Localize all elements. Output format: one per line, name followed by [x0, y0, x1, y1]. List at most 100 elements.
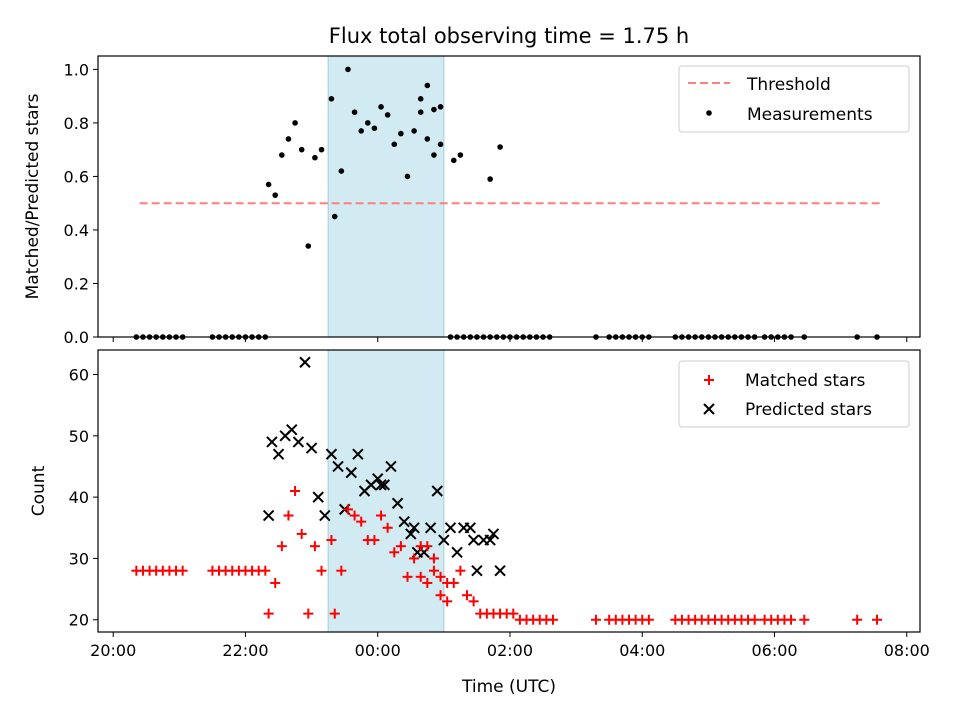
- predicted-point: [299, 356, 311, 368]
- matched-point: [508, 608, 519, 619]
- matched-point: [309, 541, 320, 552]
- matched-point: [455, 565, 466, 576]
- cross-b: [266, 436, 278, 448]
- matched-point: [799, 614, 810, 625]
- measurement-point: [272, 192, 279, 198]
- measurement-point: [424, 136, 431, 142]
- measurements-legend-label: Measurements: [747, 105, 873, 125]
- predicted-point: [398, 515, 410, 528]
- predicted-point: [378, 479, 391, 491]
- matched-point: [382, 522, 393, 533]
- x-tick-label: 06:00: [751, 641, 797, 660]
- legend-box: [678, 360, 910, 428]
- measurement-point: [279, 152, 285, 158]
- cross-b: [471, 564, 483, 577]
- matched-point: [376, 510, 387, 521]
- x-axis-label: Time (UTC): [461, 677, 556, 697]
- cross-b: [467, 534, 480, 546]
- cross-b: [292, 436, 305, 448]
- cross-b: [484, 534, 496, 546]
- cross-b: [378, 479, 391, 491]
- matched-point: [435, 571, 446, 582]
- predicted-point: [464, 522, 477, 534]
- matched-point: [547, 614, 558, 625]
- x-tick-label: 22:00: [222, 641, 268, 660]
- matched-point: [263, 608, 274, 619]
- measurement-point: [404, 173, 411, 180]
- matched-point: [590, 614, 601, 625]
- highlight-span-bottom: [327, 349, 445, 633]
- cross-b: [332, 460, 344, 473]
- x-tick-label: 00:00: [355, 641, 401, 660]
- matched-point: [316, 565, 327, 576]
- matched-point: [428, 565, 439, 576]
- legend-box: [678, 65, 910, 133]
- matched-point: [435, 590, 446, 601]
- measurement-point: [417, 109, 424, 115]
- measurement-point: [431, 152, 437, 158]
- measurement-point: [365, 120, 371, 126]
- x-tick-label: 02:00: [487, 641, 533, 660]
- predicted-point: [487, 528, 500, 540]
- predicted-point: [408, 522, 420, 534]
- measurement-point: [351, 109, 358, 115]
- predicted-point: [272, 448, 285, 460]
- matched-point: [872, 614, 883, 625]
- measurement-point: [338, 168, 345, 174]
- top-x-ticks: [112, 337, 908, 342]
- measurement-point: [450, 157, 457, 164]
- cross-b: [375, 479, 387, 491]
- matched-point: [852, 614, 863, 625]
- y-tick-label: 20: [69, 611, 89, 630]
- predicted-point: [325, 448, 338, 460]
- cross-b: [272, 448, 285, 460]
- x-tick-label: 20:00: [90, 641, 136, 660]
- y-tick-label: 60: [69, 366, 89, 385]
- predicted-point: [312, 491, 324, 503]
- measurement-point: [391, 141, 398, 148]
- y-tick-label: 0.0: [64, 328, 89, 347]
- cross-b: [345, 466, 357, 479]
- measurement-point: [384, 112, 391, 118]
- matched-point: [276, 541, 287, 552]
- cross-b: [262, 509, 275, 522]
- cross-b: [286, 423, 298, 436]
- predicted-point: [385, 460, 397, 473]
- matched-point: [326, 535, 337, 546]
- cross-b: [451, 546, 463, 559]
- measurement-point: [437, 141, 444, 148]
- measurement-point: [437, 104, 444, 110]
- cross-b: [312, 491, 324, 503]
- measurement-point: [398, 130, 404, 137]
- matched-point: [395, 541, 406, 552]
- predicted-point: [375, 479, 387, 491]
- predicted-point: [494, 564, 506, 577]
- y-tick-label: 1.0: [64, 60, 89, 79]
- matched-point: [749, 614, 760, 625]
- cross-b: [299, 356, 311, 368]
- cross-b: [408, 522, 420, 534]
- cross-b: [444, 522, 457, 534]
- cross-b: [431, 485, 443, 497]
- matched-point: [283, 510, 294, 521]
- bottom-panel: 20 30 40 50 60 20:00 22:00 00:00 02:00 04:00 06:0…: [29, 349, 930, 697]
- predicted-point: [438, 534, 450, 546]
- bottom-legend: Matched stars Predicted stars: [678, 360, 910, 428]
- matched-point: [296, 528, 307, 539]
- bottom-x-axis: 20:00 22:00 00:00 02:00 04:00 06:00 08:00: [90, 632, 930, 660]
- measurement-point: [497, 144, 503, 150]
- top-y-axis: 0.0 0.2 0.4 0.6 0.8 1.0: [64, 60, 98, 347]
- predicted-point: [262, 509, 275, 522]
- predicted-point: [444, 522, 457, 534]
- cross-b: [464, 522, 477, 534]
- y-tick-label: 0.4: [64, 221, 89, 240]
- threshold-legend-label: Threshold: [746, 75, 831, 95]
- predicted-point: [471, 564, 483, 577]
- matched-point: [462, 590, 473, 601]
- measurement-point: [487, 176, 493, 182]
- predicted-point: [286, 423, 298, 436]
- predicted-point: [405, 528, 417, 540]
- measurement-point: [328, 96, 335, 102]
- predicted-point: [332, 460, 344, 473]
- matched-point: [303, 608, 314, 619]
